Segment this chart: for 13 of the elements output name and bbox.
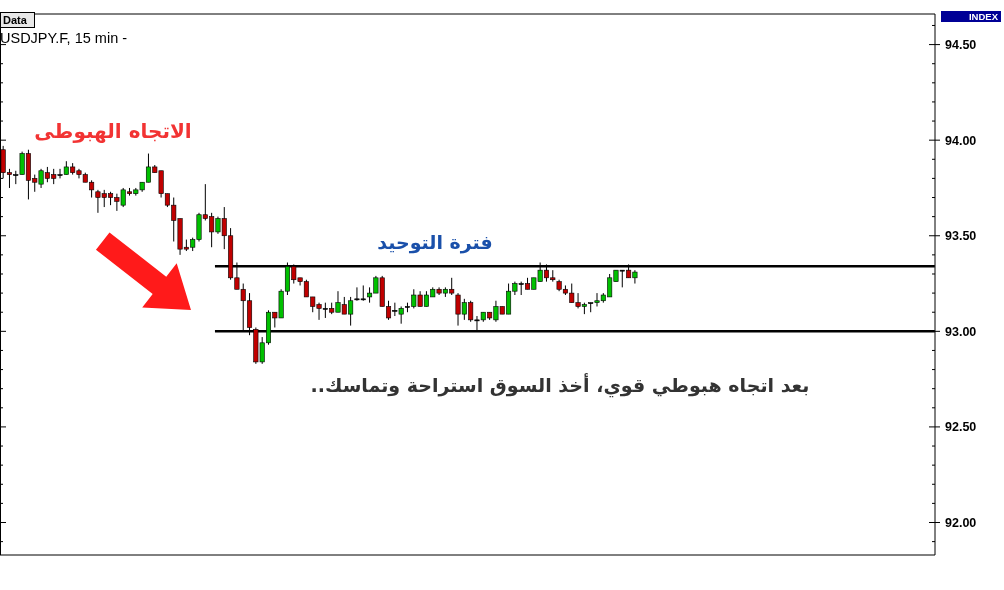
annotation: بعد اتجاه هبوطي قوي، أخذ السوق استراحة وتماسك.. (310, 373, 810, 398)
annotation: الاتجاه الهبوطى (34, 119, 192, 143)
y-tick-label: 93.00 (945, 324, 977, 339)
y-tick-label: 92.50 (945, 420, 977, 435)
y-tick-label: 92.00 (945, 516, 977, 530)
y-tick-label: 93.50 (945, 229, 977, 244)
annotation: فترة التوحيد (377, 231, 493, 254)
annotation: Data (3, 14, 28, 26)
text: USDJPY.F, 15 min - (0, 30, 128, 46)
y-tick-label: 94.50 (945, 38, 977, 53)
y-tick-label: 94.00 (945, 133, 977, 148)
index-tab: INDEX (941, 11, 1001, 22)
data-tab: Data (0, 12, 35, 28)
